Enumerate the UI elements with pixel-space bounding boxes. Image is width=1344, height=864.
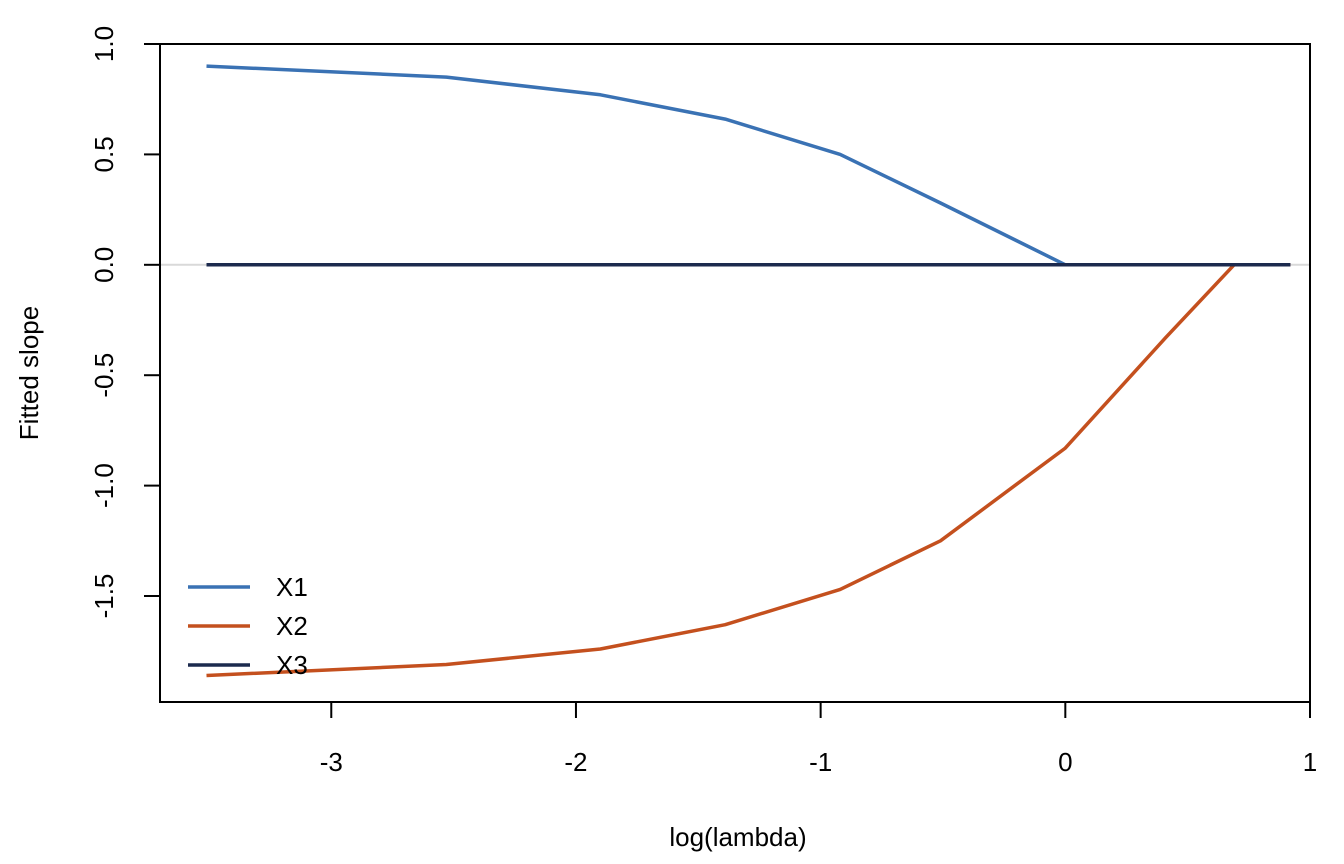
y-tick-label: 0.0 bbox=[89, 247, 119, 283]
legend-label-x3: X3 bbox=[276, 650, 308, 680]
y-axis-title: Fitted slope bbox=[14, 306, 44, 440]
x-tick-label: -3 bbox=[320, 747, 343, 777]
x-tick-label: 0 bbox=[1058, 747, 1072, 777]
series-layer bbox=[206, 64, 1291, 678]
y-tick-label: 1.0 bbox=[89, 26, 119, 62]
x-axis-title: log(lambda) bbox=[669, 822, 806, 852]
legend-label-x2: X2 bbox=[276, 611, 308, 641]
y-tick-label: -1.0 bbox=[89, 463, 119, 508]
x-tick-label: -1 bbox=[809, 747, 832, 777]
x-axis: -3 -2 -1 0 1 bbox=[320, 701, 1317, 777]
series-line-x2 bbox=[206, 263, 1291, 678]
y-tick-label: -1.5 bbox=[89, 574, 119, 619]
legend-label-x1: X1 bbox=[276, 572, 308, 602]
x-tick-label: -2 bbox=[564, 747, 587, 777]
y-tick-label: -0.5 bbox=[89, 353, 119, 398]
y-tick-label: 0.5 bbox=[89, 136, 119, 172]
legend: X1 X2 X3 bbox=[188, 572, 308, 680]
x-tick-label: 1 bbox=[1303, 747, 1317, 777]
y-axis: 1.0 0.5 0.0 -0.5 -1.0 -1.5 bbox=[89, 26, 161, 619]
